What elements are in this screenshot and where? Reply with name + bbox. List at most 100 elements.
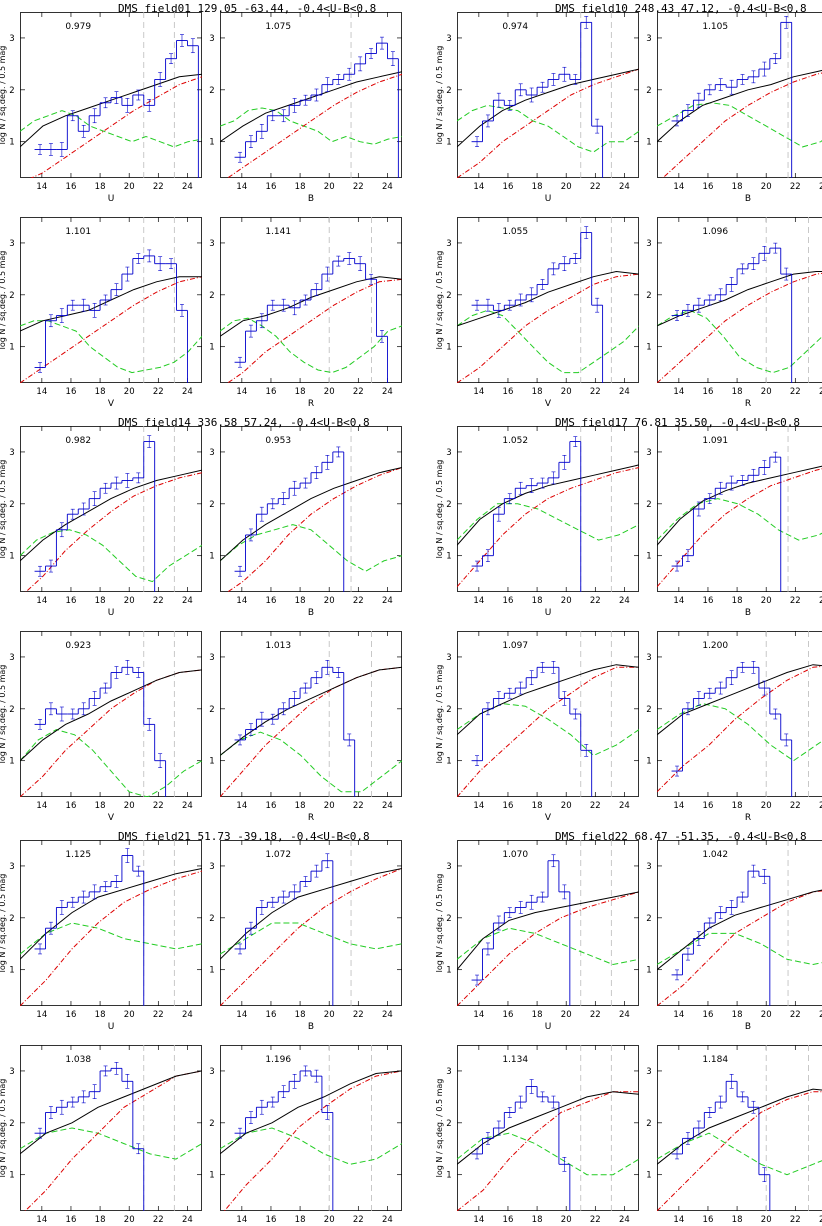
- x-tick-label: 14: [473, 387, 484, 397]
- observed-counts: [234, 660, 356, 797]
- y-tick-label: 2: [209, 291, 214, 301]
- y-axis-label: log N / sq.deg. / 0.5 mag: [435, 460, 444, 559]
- x-tick-label: 14: [236, 801, 247, 811]
- halo-model-line: [657, 932, 822, 966]
- y-axis-label: log N / sq.deg. / 0.5 mag: [0, 665, 7, 764]
- halo-model-line: [657, 309, 822, 374]
- total-model-line: [220, 666, 402, 756]
- ratio-label: 1.141: [265, 227, 291, 237]
- x-tick-label: 22: [153, 387, 164, 397]
- x-tick-label: 24: [382, 1010, 393, 1020]
- x-tick-label: 16: [503, 801, 514, 811]
- x-tick-label: 14: [36, 182, 47, 192]
- y-tick-label: 3: [9, 448, 14, 458]
- observed-counts: [471, 16, 604, 178]
- observed-counts: [671, 661, 793, 797]
- y-tick-label: 1: [646, 552, 651, 562]
- y-tick-label: 2: [9, 1119, 14, 1129]
- y-tick-label: 3: [446, 34, 451, 44]
- y-tick-label: 3: [446, 862, 451, 872]
- disk-model-line: [226, 73, 402, 178]
- y-tick-label: 3: [646, 653, 651, 663]
- group-title: DMS field01 129.05 -63.44, -0.4<U-B<0.8: [118, 2, 377, 15]
- plot-frame: [657, 426, 822, 592]
- x-tick-label: 24: [619, 387, 630, 397]
- total-model-line: [457, 664, 639, 736]
- x-tick-label: 16: [503, 596, 514, 606]
- y-tick-label: 2: [646, 705, 651, 715]
- disk-model-line: [657, 272, 822, 383]
- plot-area: [457, 16, 639, 178]
- x-axis-label: V: [545, 813, 552, 823]
- total-model-line: [20, 669, 202, 762]
- plot-area: [457, 1079, 639, 1211]
- x-tick-label: 16: [266, 1010, 277, 1020]
- plot-area: [20, 435, 202, 592]
- x-tick-label: 24: [182, 387, 193, 397]
- total-model-line: [657, 69, 822, 143]
- observed-counts: [34, 848, 145, 1006]
- chart-panel: 14 16 18 20 22 24 1 2 3 R 1.141: [209, 217, 402, 409]
- total-model-line: [220, 276, 402, 337]
- x-tick-label: 16: [266, 801, 277, 811]
- plot-frame: [657, 1045, 822, 1211]
- halo-model-line: [20, 922, 202, 955]
- x-tick-label: 20: [324, 1010, 335, 1020]
- x-tick-label: 24: [819, 801, 822, 811]
- x-tick-label: 18: [732, 387, 743, 397]
- plot-frame: [20, 12, 202, 178]
- y-tick-label: 3: [646, 448, 651, 458]
- plot-area: [20, 34, 202, 178]
- x-tick-label: 22: [790, 801, 801, 811]
- disk-model-line: [226, 467, 402, 592]
- y-tick-label: 3: [9, 653, 14, 663]
- disk-model-line: [20, 669, 202, 797]
- x-tick-label: 16: [266, 182, 277, 192]
- y-tick-label: 1: [646, 138, 651, 148]
- x-tick-label: 20: [324, 801, 335, 811]
- x-tick-label: 24: [382, 387, 393, 397]
- halo-model-line: [457, 927, 639, 966]
- ratio-label: 1.200: [702, 641, 728, 651]
- total-model-line: [20, 469, 202, 562]
- plot-frame: [657, 217, 822, 383]
- disk-model-line: [457, 467, 639, 588]
- x-axis-label: B: [745, 608, 751, 618]
- y-tick-label: 3: [209, 1067, 214, 1077]
- group-title: DMS field10 248.43 47.12, -0.4<U-B<0.8: [555, 2, 807, 15]
- y-tick-label: 1: [9, 966, 14, 976]
- group-title: DMS field14 336.58 57.24, -0.4<U-B<0.8: [118, 416, 370, 429]
- halo-model-line: [220, 922, 402, 955]
- plot-area: [657, 16, 822, 178]
- plot-frame: [220, 631, 402, 797]
- observed-counts: [234, 1065, 334, 1211]
- x-axis-label: U: [108, 608, 115, 618]
- x-tick-label: 14: [236, 596, 247, 606]
- y-tick-label: 2: [9, 500, 14, 510]
- plot-area: [457, 436, 639, 592]
- disk-model-line: [457, 273, 639, 383]
- x-tick-label: 18: [532, 1215, 543, 1225]
- x-tick-label: 24: [819, 1215, 822, 1225]
- plot-frame: [457, 426, 639, 592]
- disk-model-line: [20, 276, 202, 383]
- x-axis-label: B: [308, 194, 314, 204]
- observed-counts: [671, 1074, 771, 1211]
- group-title: DMS field17 76.81 35.50, -0.4<U-B<0.8: [555, 416, 801, 429]
- ratio-label: 1.184: [702, 1055, 728, 1065]
- plot-area: [220, 446, 402, 592]
- x-tick-label: 20: [761, 182, 772, 192]
- observed-counts: [34, 435, 156, 592]
- plot-area: [657, 864, 822, 1006]
- x-tick-label: 18: [532, 801, 543, 811]
- plot-area: [457, 854, 639, 1006]
- plot-frame: [20, 840, 202, 1006]
- y-tick-label: 1: [646, 966, 651, 976]
- y-tick-label: 1: [209, 966, 214, 976]
- x-tick-label: 18: [295, 387, 306, 397]
- x-tick-label: 22: [590, 182, 601, 192]
- halo-model-line: [457, 104, 639, 153]
